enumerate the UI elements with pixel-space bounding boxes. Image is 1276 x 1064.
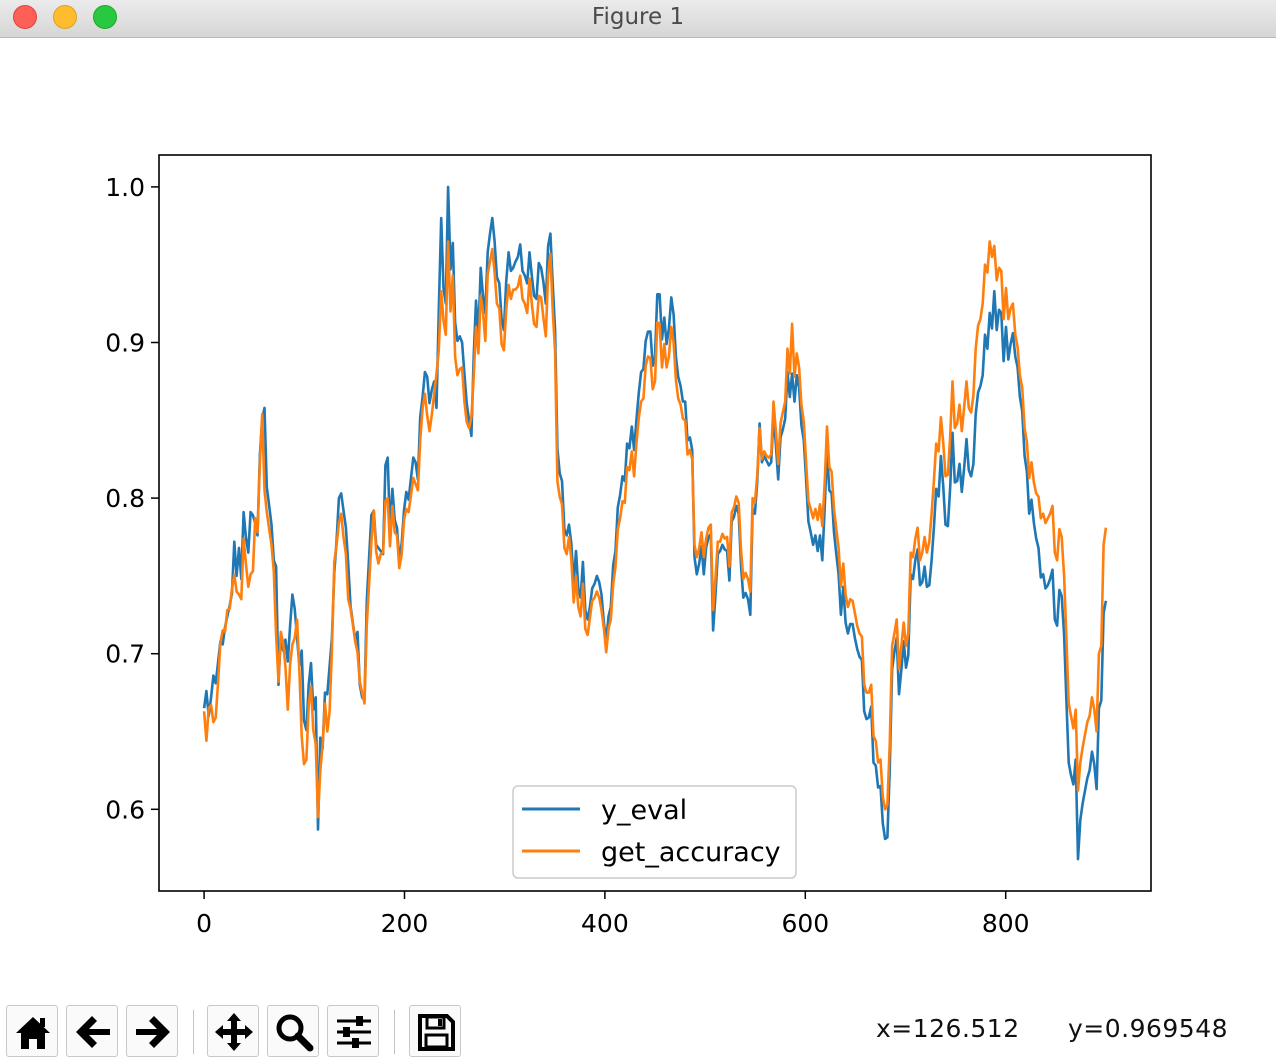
legend: y_eval get_accuracy: [512, 785, 797, 879]
x-tick-label: 600: [781, 909, 829, 938]
home-icon: [16, 1017, 50, 1049]
y-tick-label: 0.8: [105, 484, 145, 513]
legend-label-y-eval: y_eval: [601, 795, 687, 826]
series-line-get-accuracy: [202, 240, 1108, 819]
move-icon: [215, 1013, 253, 1051]
x-tick-label: 0: [196, 909, 212, 938]
close-window-button[interactable]: [13, 5, 37, 29]
x-tick-label: 800: [982, 909, 1030, 938]
navigation-toolbar: x=126.512 y=0.969548: [0, 1002, 1276, 1064]
window-titlebar: Figure 1: [0, 0, 1276, 38]
axes-frame: [158, 154, 1152, 892]
cursor-x-readout: x=126.512: [876, 1014, 1020, 1043]
toolbar-separator: [193, 1010, 194, 1054]
toolbar-separator: [394, 1010, 395, 1054]
zoom-window-button[interactable]: [93, 5, 117, 29]
legend-box: [512, 785, 797, 879]
magnifier-icon: [276, 1014, 314, 1052]
x-tick-label: 200: [381, 909, 429, 938]
floppy-disk-icon: [418, 1014, 455, 1051]
y-tick-label: 0.6: [105, 795, 145, 824]
pan-button[interactable]: [207, 1005, 259, 1057]
x-tick-label: 400: [581, 909, 629, 938]
home-button[interactable]: [6, 1005, 58, 1057]
subplots-button[interactable]: [327, 1005, 379, 1057]
ticks-layer: 0 200 400 600 800 0.6 0.7 0.8 0.9 1.0: [105, 173, 1029, 938]
legend-label-get-accuracy: get_accuracy: [601, 837, 781, 868]
forward-button[interactable]: [126, 1005, 178, 1057]
cursor-y-readout: y=0.969548: [1068, 1014, 1229, 1043]
arrow-right-icon: [136, 1016, 170, 1048]
window-title: Figure 1: [591, 4, 685, 30]
save-button[interactable]: [409, 1005, 461, 1057]
y-tick-label: 1.0: [105, 173, 145, 202]
arrow-left-icon: [76, 1016, 110, 1048]
y-tick-label: 0.9: [105, 329, 145, 358]
y-tick-label: 0.7: [105, 640, 145, 669]
figure-canvas[interactable]: 0 200 400 600 800 0.6 0.7 0.8 0.9 1.0 y_eval get_…: [0, 38, 1276, 998]
minimize-window-button[interactable]: [53, 5, 77, 29]
back-button[interactable]: [66, 1005, 118, 1057]
series-layer: [202, 185, 1108, 861]
sliders-icon: [337, 1016, 371, 1048]
zoom-button[interactable]: [267, 1005, 319, 1057]
